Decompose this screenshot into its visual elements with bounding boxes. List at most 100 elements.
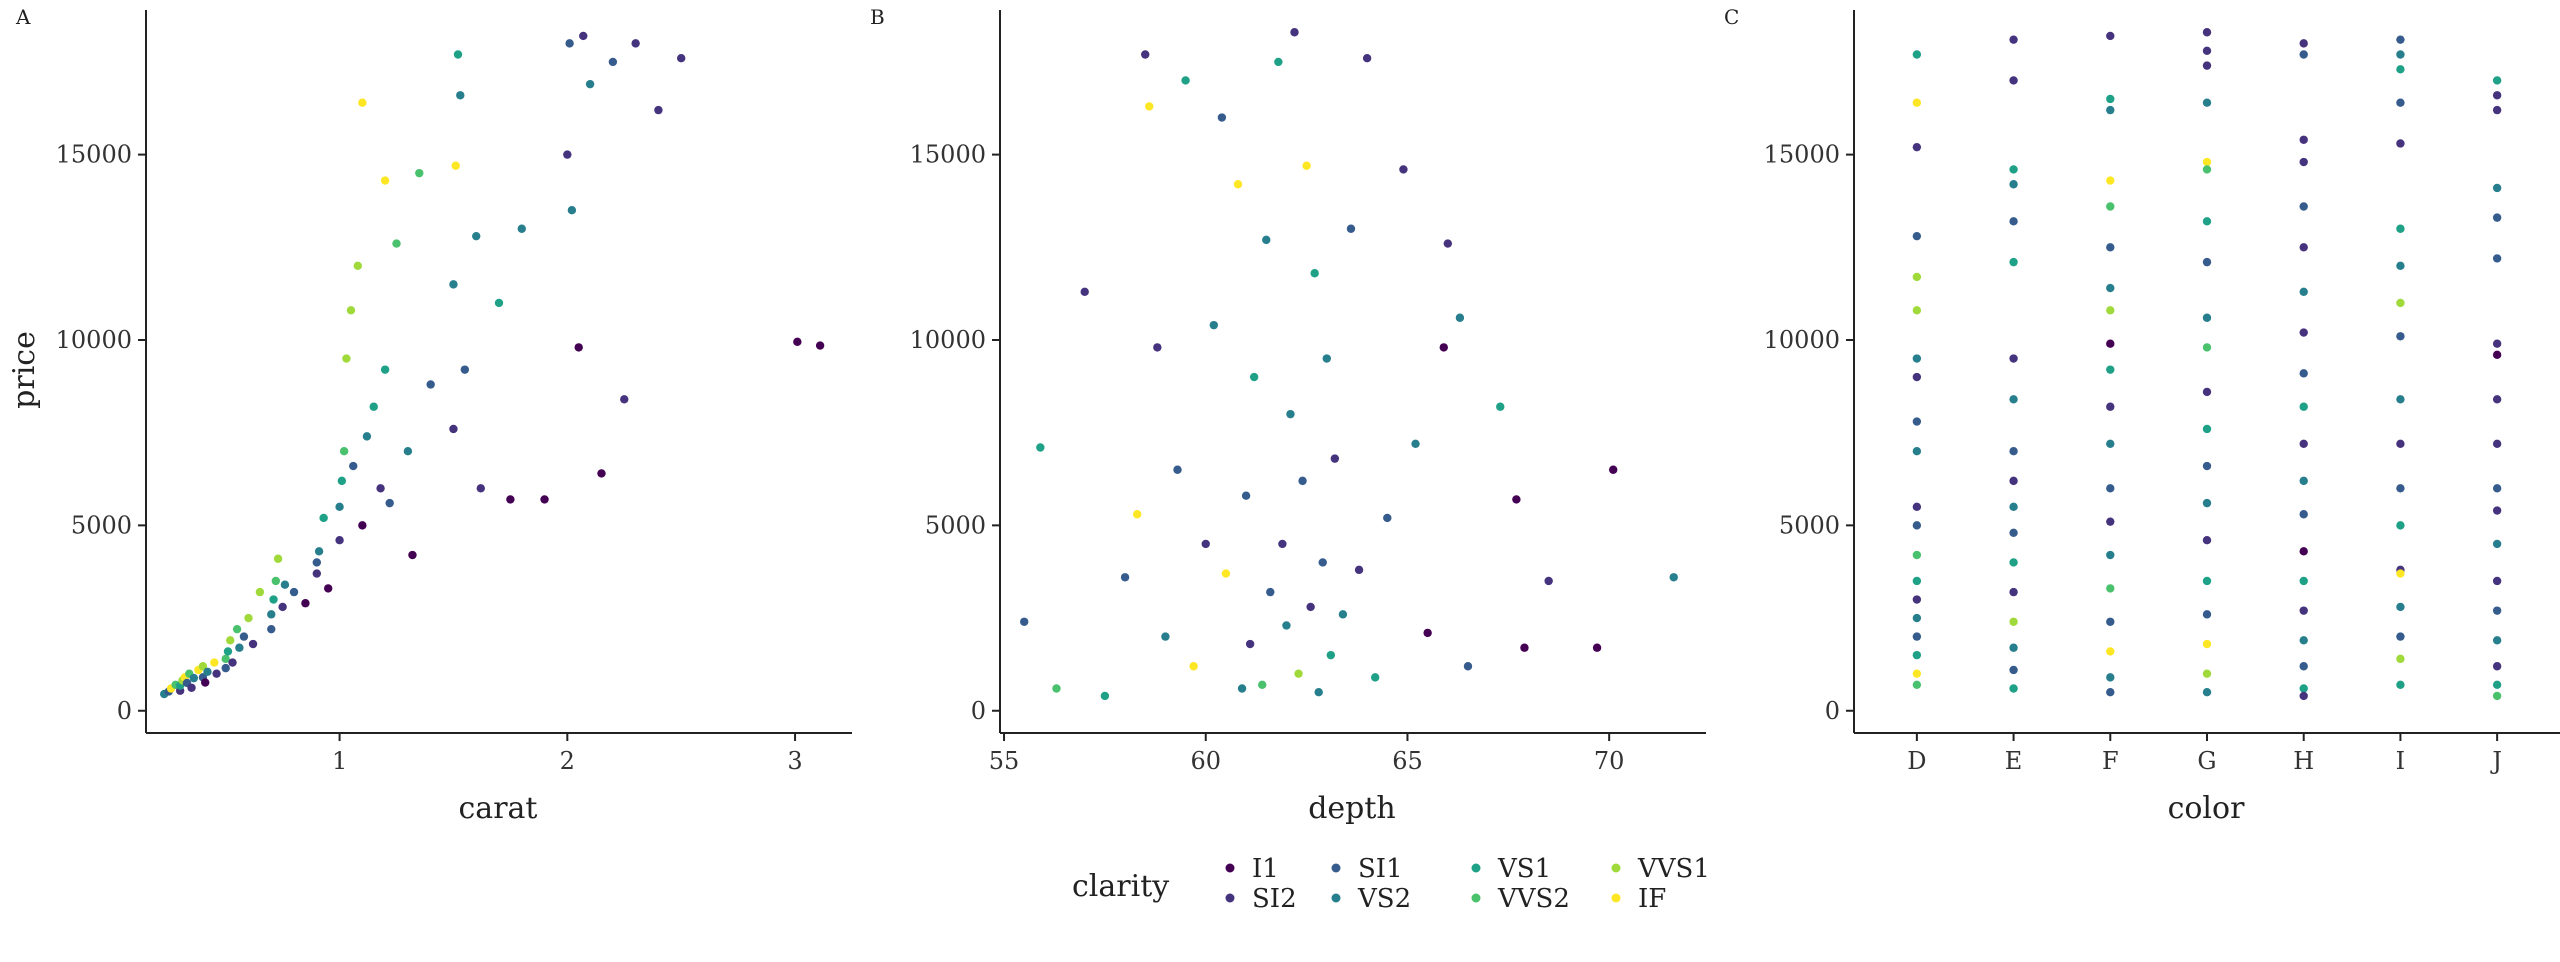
data-point xyxy=(2492,91,2502,100)
data-point xyxy=(1120,573,1130,582)
data-point xyxy=(2299,135,2308,144)
x-tick-label: J xyxy=(2489,747,2502,775)
data-point xyxy=(2106,517,2115,526)
data-point xyxy=(2492,105,2502,115)
x-tick-label: 70 xyxy=(1594,747,1625,775)
data-point xyxy=(1912,354,1922,363)
data-point xyxy=(793,337,802,347)
data-point xyxy=(1912,98,1922,107)
data-point xyxy=(1912,669,1922,678)
data-point xyxy=(1132,510,1142,519)
data-point xyxy=(1520,643,1529,652)
data-point xyxy=(815,341,825,350)
data-point xyxy=(1346,224,1356,233)
data-point xyxy=(2299,202,2308,211)
legend-key xyxy=(1331,863,1341,873)
data-point xyxy=(453,50,463,59)
data-point xyxy=(2492,339,2502,348)
data-point xyxy=(1455,313,1465,322)
data-point xyxy=(2009,502,2018,512)
data-point xyxy=(1266,587,1275,597)
data-point xyxy=(1423,628,1432,638)
data-point xyxy=(2106,176,2115,185)
data-point xyxy=(2106,243,2115,252)
data-point xyxy=(380,365,390,374)
legend-label: SI2 xyxy=(1252,884,1297,914)
data-point xyxy=(1399,165,1408,174)
data-point xyxy=(1290,28,1299,37)
data-point xyxy=(631,39,640,48)
data-point xyxy=(1912,502,1922,512)
data-point xyxy=(2299,691,2308,701)
data-point xyxy=(2396,602,2405,612)
data-point xyxy=(2492,680,2502,689)
data-point xyxy=(2009,354,2018,363)
x-tick-label: I xyxy=(2396,747,2405,775)
data-point xyxy=(2009,528,2018,537)
data-point xyxy=(2202,639,2212,649)
data-point xyxy=(2202,387,2212,397)
data-point xyxy=(2492,691,2502,701)
data-point xyxy=(376,484,385,493)
data-point xyxy=(358,98,367,107)
legend-label: IF xyxy=(1638,884,1666,914)
x-tick-label: 3 xyxy=(787,747,802,775)
legend-key xyxy=(1331,893,1341,903)
data-point xyxy=(1592,643,1602,652)
data-point xyxy=(1912,595,1922,604)
data-point xyxy=(476,484,485,493)
data-point xyxy=(289,587,299,597)
x-tick-label: 60 xyxy=(1190,747,1221,775)
data-point xyxy=(2202,424,2212,434)
y-tick-label: 15000 xyxy=(910,141,986,169)
data-point xyxy=(248,639,258,649)
data-point xyxy=(1274,57,1283,67)
data-point xyxy=(2009,665,2018,675)
y-tick-label: 5000 xyxy=(925,511,986,539)
panel-a-xlabel: carat xyxy=(459,791,538,826)
panel-c-letter: C xyxy=(1724,5,1739,29)
data-point xyxy=(1302,161,1311,170)
data-point xyxy=(2492,213,2502,222)
x-tick-label: E xyxy=(2005,747,2023,775)
data-point xyxy=(239,632,249,641)
data-point xyxy=(2299,476,2308,486)
data-point xyxy=(198,662,208,671)
data-point xyxy=(2202,157,2212,167)
data-point xyxy=(337,476,347,486)
data-point xyxy=(2009,476,2018,486)
data-point xyxy=(1912,613,1922,623)
x-tick-label: G xyxy=(2197,747,2216,775)
data-point xyxy=(1912,231,1922,241)
data-point xyxy=(2492,636,2502,645)
data-point xyxy=(2106,202,2115,211)
data-point xyxy=(1141,50,1150,59)
data-point xyxy=(2492,350,2502,360)
data-point xyxy=(585,79,595,89)
x-tick-label: 55 xyxy=(989,747,1020,775)
data-point xyxy=(1052,684,1061,693)
data-point xyxy=(1912,576,1922,586)
data-point xyxy=(2299,328,2308,337)
y-tick-label: 5000 xyxy=(1779,511,1840,539)
legend-label: VS1 xyxy=(1497,854,1551,884)
data-point xyxy=(1258,680,1267,689)
y-tick-label: 10000 xyxy=(56,326,132,354)
data-point xyxy=(2396,484,2405,493)
data-point xyxy=(456,91,465,100)
panel-c-plot: 0 5000 10000 15000 D E F G H I J xyxy=(1764,10,2560,775)
panel-a-ylabel: price xyxy=(7,331,42,409)
data-point xyxy=(2202,576,2212,586)
data-point xyxy=(2202,610,2212,619)
data-point xyxy=(2009,217,2018,226)
data-point xyxy=(2106,647,2115,656)
data-point xyxy=(267,624,276,634)
data-point xyxy=(2396,298,2405,308)
data-point xyxy=(472,231,481,241)
data-point xyxy=(1241,491,1251,500)
y-tick-label: 0 xyxy=(1825,697,1840,725)
data-point xyxy=(1912,447,1922,456)
data-point xyxy=(1249,372,1259,382)
data-point xyxy=(2492,606,2502,615)
